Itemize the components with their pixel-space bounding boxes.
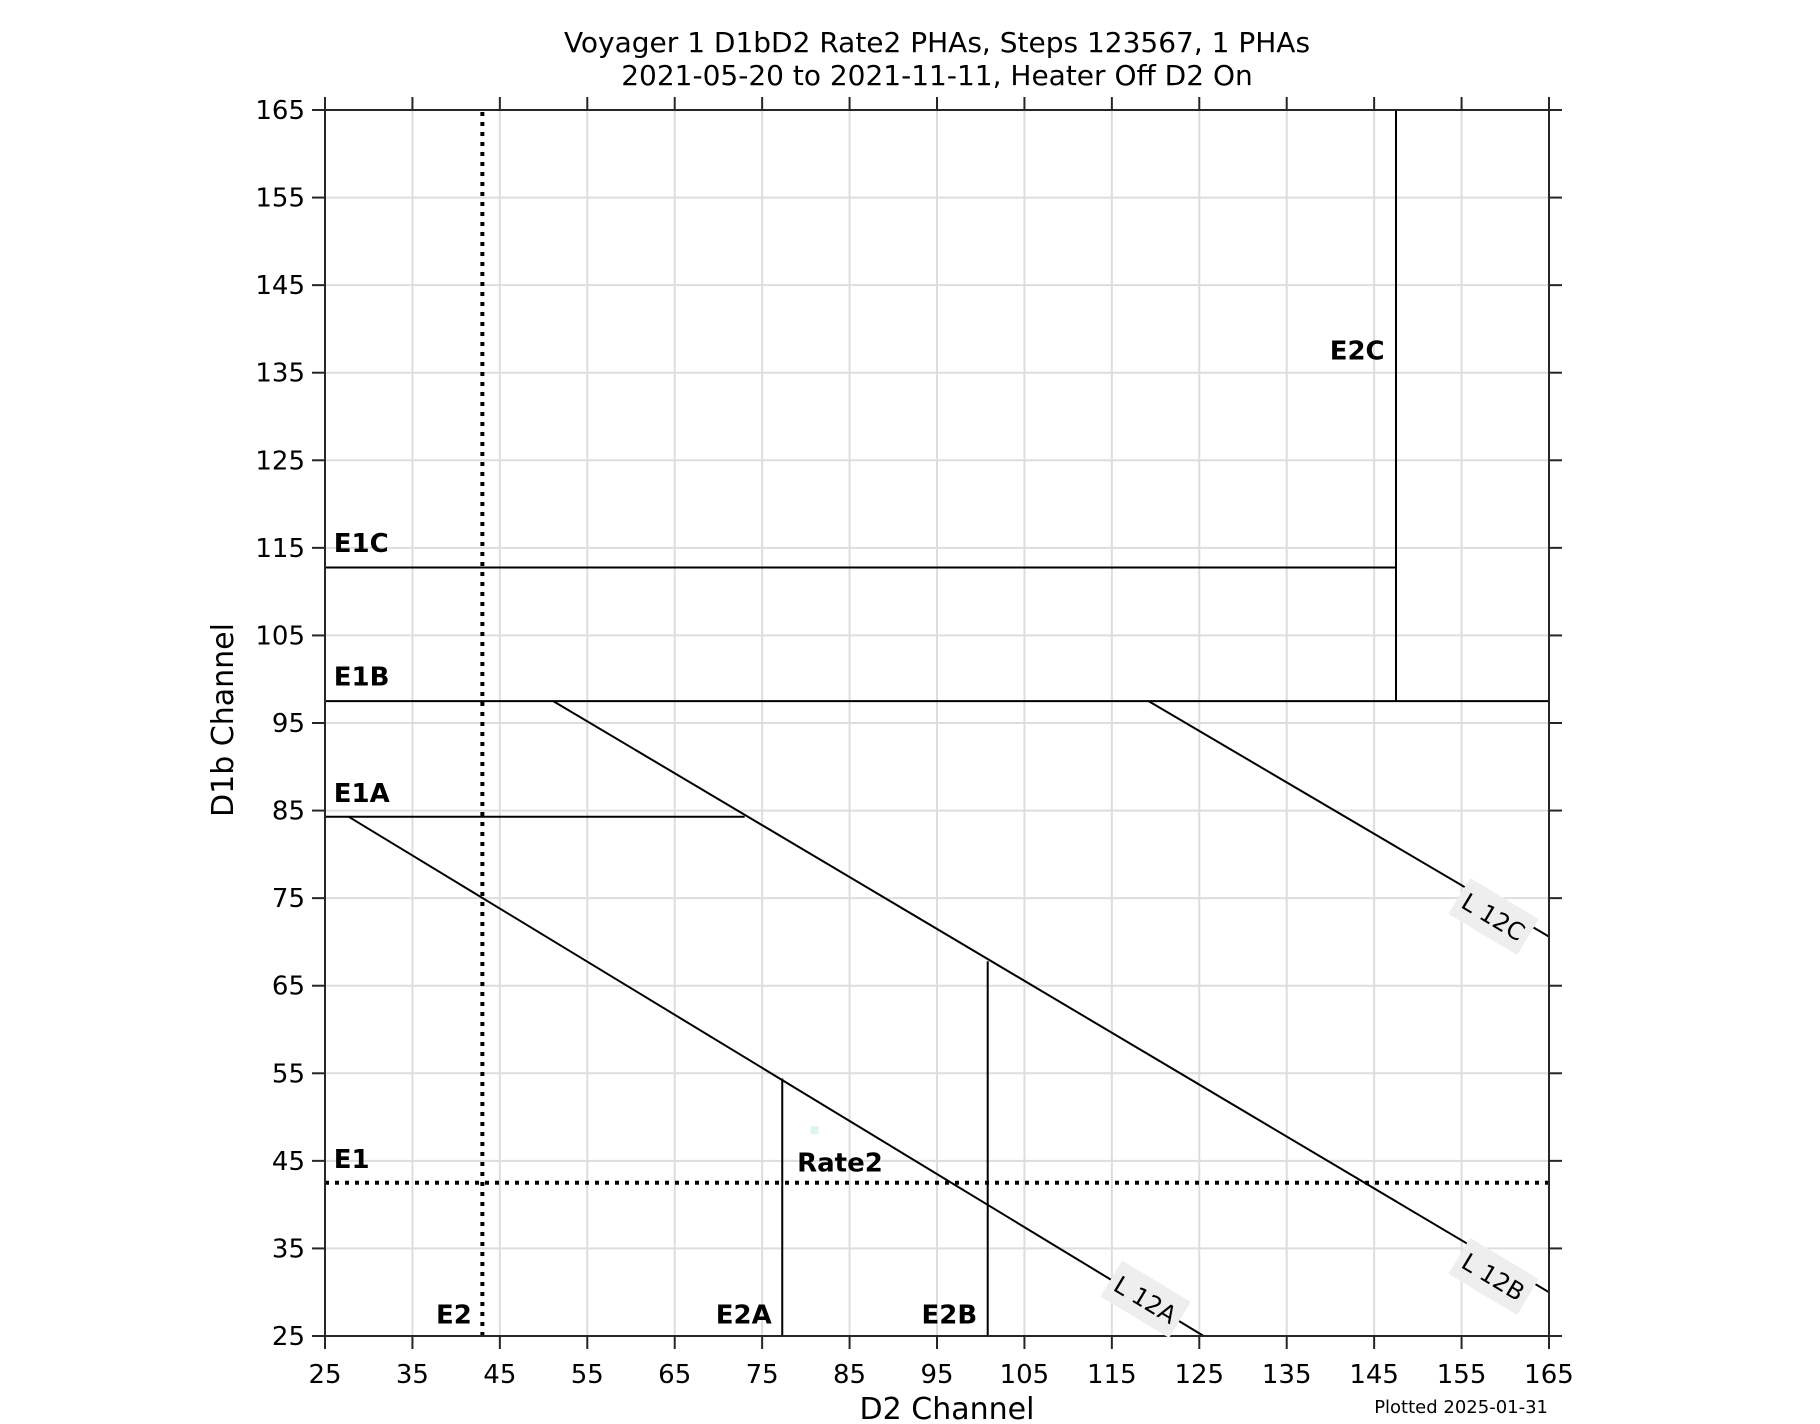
- region-label-e2b: E2B: [922, 1301, 978, 1331]
- x-tick-label: 75: [746, 1360, 779, 1390]
- region-label-e1: E1: [334, 1145, 370, 1175]
- x-tick-label: 115: [1087, 1360, 1137, 1390]
- boundary-lines: [325, 110, 1550, 1337]
- y-tick-label: 45: [272, 1147, 305, 1177]
- x-tick-label: 55: [571, 1360, 604, 1390]
- region-label-e1a: E1A: [334, 779, 390, 809]
- y-tick-label: 35: [272, 1234, 305, 1264]
- x-tick-label: 65: [658, 1360, 691, 1390]
- x-tick-label: 25: [308, 1360, 341, 1390]
- x-tick-label: 155: [1437, 1360, 1487, 1390]
- chart-subtitle: 2021-05-20 to 2021-11-11, Heater Off D2 …: [621, 59, 1253, 92]
- region-label-e1c: E1C: [334, 529, 389, 559]
- y-tick-label: 85: [272, 797, 305, 827]
- plotted-date: Plotted 2025-01-31: [1374, 1397, 1548, 1418]
- x-tick-label: 105: [1000, 1360, 1050, 1390]
- region-label-e2c: E2C: [1330, 337, 1385, 367]
- boundary-line-l12b: [552, 700, 1550, 1294]
- line-label-l12a: L 12A: [1100, 1260, 1191, 1338]
- chart-title: Voyager 1 D1bD2 Rate2 PHAs, Steps 123567…: [564, 26, 1310, 59]
- y-tick-label: 75: [272, 884, 305, 914]
- x-tick-label: 125: [1174, 1360, 1224, 1390]
- x-tick-label: 45: [483, 1360, 516, 1390]
- y-tick-label: 95: [272, 709, 305, 739]
- x-tick-label: 135: [1262, 1360, 1312, 1390]
- y-tick-label: 145: [255, 271, 305, 301]
- y-axis-label: D1b Channel: [206, 623, 241, 817]
- region-label-e2a: E2A: [716, 1301, 772, 1331]
- grid-lines: [324, 109, 1550, 1337]
- x-axis-label: D2 Channel: [860, 1392, 1035, 1424]
- y-tick-label: 115: [255, 534, 305, 564]
- y-tick-label: 155: [255, 184, 305, 214]
- region-labels: E1C E1B E1A E1 E2C E2 E2A E2B Rate2: [334, 337, 1385, 1331]
- y-tick-label: 25: [272, 1322, 305, 1352]
- region-label-rate2: Rate2: [797, 1148, 883, 1178]
- x-tick-label: 165: [1524, 1360, 1574, 1390]
- x-tick-label: 145: [1349, 1360, 1399, 1390]
- line-label-box: [1100, 1260, 1191, 1338]
- y-tick-label: 165: [255, 96, 305, 126]
- line-label-box: [1448, 1237, 1539, 1316]
- boundary-line-l12a: [348, 815, 1205, 1337]
- y-tick-label: 55: [272, 1059, 305, 1089]
- y-tick-label: 65: [272, 972, 305, 1002]
- x-tick-label: 35: [396, 1360, 429, 1390]
- data-point: [810, 1126, 819, 1135]
- x-tick-label: 95: [920, 1360, 953, 1390]
- axis-ticks: 25 35 45 55 65 75 85 95 105 115 125 135 145 155 165 25 3…: [255, 96, 1573, 1390]
- data-points: [810, 1126, 819, 1135]
- y-tick-label: 105: [255, 621, 305, 651]
- line-label-box: [1448, 877, 1539, 956]
- y-tick-label: 135: [255, 359, 305, 389]
- y-tick-label: 125: [255, 446, 305, 476]
- x-tick-label: 85: [833, 1360, 866, 1390]
- region-label-e2: E2: [436, 1301, 472, 1331]
- region-label-e1b: E1B: [334, 662, 390, 692]
